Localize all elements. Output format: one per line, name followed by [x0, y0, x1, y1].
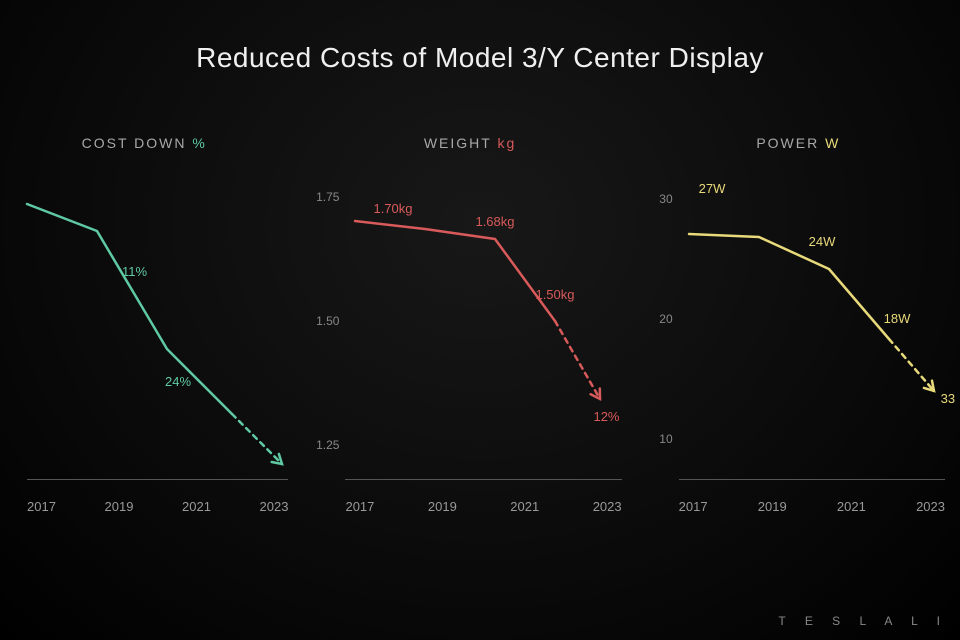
x-tick-labels: 2017 2019 2021 2023: [679, 499, 945, 514]
x-tick-label: 2023: [916, 499, 945, 514]
x-tick-label: 2023: [260, 499, 289, 514]
chart-power-title: POWER W: [637, 135, 960, 151]
y-tick-label: 1.75: [316, 190, 339, 204]
data-label: 24W: [809, 234, 836, 249]
page-title: Reduced Costs of Model 3/Y Center Displa…: [0, 0, 960, 74]
chart-power-plot: 30 20 10 2017 2019 2021 2023 27W 24W 18W 33: [637, 159, 960, 529]
data-label: 1.50kg: [535, 287, 574, 302]
x-tick-label: 2021: [182, 499, 211, 514]
data-label: 33: [941, 391, 955, 406]
y-tick-label: 10: [659, 432, 672, 446]
y-tick-label: 1.25: [316, 438, 339, 452]
x-tick-label: 2019: [758, 499, 787, 514]
data-label: 1.70kg: [373, 201, 412, 216]
x-tick-label: 2021: [837, 499, 866, 514]
data-label: 1.68kg: [475, 214, 514, 229]
data-label: 24%: [165, 374, 191, 389]
x-tick-label: 2017: [679, 499, 708, 514]
x-tick-label: 2019: [428, 499, 457, 514]
x-tick-label: 2017: [27, 499, 56, 514]
chart-cost: COST DOWN % 2017 2019 2021 2023 11% 24%: [0, 135, 303, 565]
data-label: 27W: [699, 181, 726, 196]
chart-power: POWER W 302010201720192021202327W24W18W3…: [637, 135, 960, 565]
x-tick-label: 2019: [105, 499, 134, 514]
chart-weight-title: WEIGHT kg: [303, 135, 636, 151]
data-label: 12%: [593, 409, 619, 424]
x-tick-labels: 2017 2019 2021 2023: [345, 499, 621, 514]
x-axis: [679, 479, 945, 480]
x-tick-label: 2017: [345, 499, 374, 514]
data-label: 11%: [122, 264, 147, 279]
x-tick-label: 2023: [593, 499, 622, 514]
x-tick-label: 2021: [510, 499, 539, 514]
y-tick-label: 1.50: [316, 314, 339, 328]
x-tick-labels: 2017 2019 2021 2023: [27, 499, 288, 514]
y-tick-label: 20: [659, 312, 672, 326]
y-tick-label: 30: [659, 192, 672, 206]
chart-weight-plot: 1.75 1.50 1.25 2017 2019 2021 2023 1.70kg 1.68kg…: [303, 159, 636, 529]
data-label: 18W: [884, 311, 911, 326]
chart-weight: WEIGHT kg 1.751.501.2520172019202120231.…: [303, 135, 636, 565]
chart-cost-plot: 2017 2019 2021 2023 11% 24%: [0, 159, 303, 529]
x-axis: [27, 479, 288, 480]
chart-line-svg: [27, 159, 297, 479]
charts-row: COST DOWN % 2017 2019 2021 2023 11% 24% WEIGH…: [0, 135, 960, 565]
footer-logo: T E S L A L I: [778, 614, 948, 628]
x-axis: [345, 479, 621, 480]
chart-cost-title: COST DOWN %: [0, 135, 303, 151]
